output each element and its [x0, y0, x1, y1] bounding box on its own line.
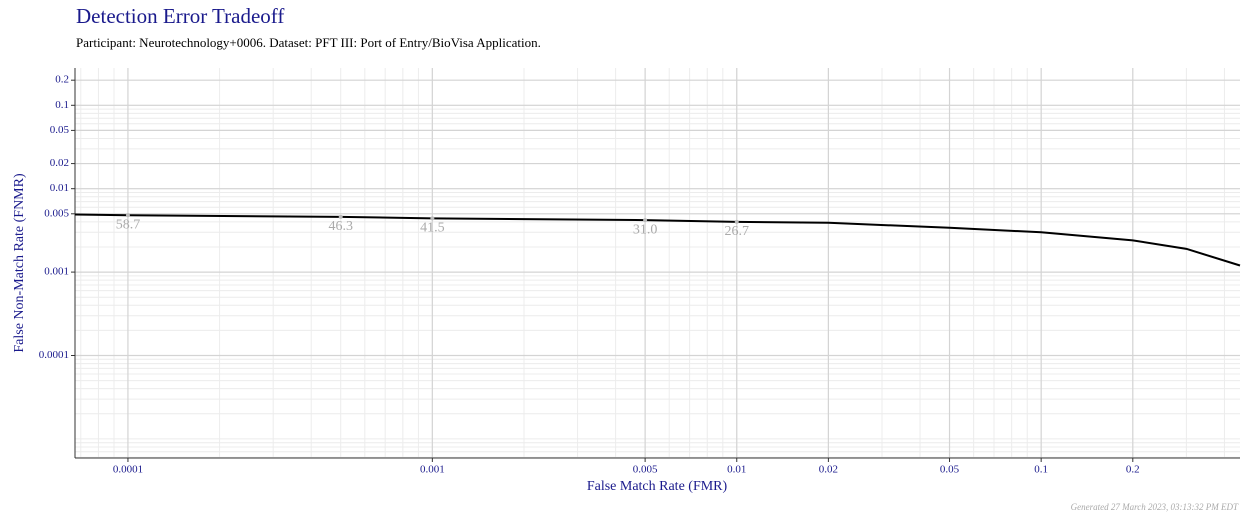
threshold-marker	[734, 219, 739, 224]
y-tick-label: 0.001	[44, 266, 69, 278]
threshold-marker	[338, 214, 343, 219]
det-curve	[74, 213, 1241, 267]
threshold-marker	[125, 213, 130, 218]
x-tick-label: 0.001	[420, 464, 445, 476]
x-tick-label: 0.0001	[113, 464, 143, 476]
y-tick-label: 0.1	[55, 99, 69, 111]
chart-title: Detection Error Tradeoff	[76, 4, 284, 28]
threshold-marker	[643, 218, 648, 223]
y-tick-label: 0.05	[50, 124, 70, 136]
threshold-label: 31.0	[633, 222, 658, 237]
x-tick-label: 0.01	[727, 464, 746, 476]
y-tick-label: 0.2	[55, 74, 69, 86]
x-tick-label: 0.05	[940, 464, 960, 476]
y-tick-label: 0.01	[50, 182, 69, 194]
threshold-label: 58.7	[116, 217, 141, 232]
footer: Generated 27 March 2023, 03:13:32 PM EDT	[1071, 502, 1239, 512]
y-axis-label: False Non-Match Rate (FNMR)	[12, 173, 27, 353]
y-tick-label: 0.0001	[39, 349, 69, 361]
threshold-label: 46.3	[328, 219, 353, 234]
x-tick-label: 0.005	[633, 464, 658, 476]
x-tick-label: 0.1	[1034, 464, 1048, 476]
chart-subtitle: Participant: Neurotechnology+0006. Datas…	[76, 35, 541, 50]
x-tick-label: 0.2	[1126, 464, 1140, 476]
x-axis-label: False Match Rate (FMR)	[587, 479, 728, 494]
y-tick-label: 0.005	[44, 207, 69, 219]
threshold-label: 41.5	[420, 221, 445, 236]
x-tick-label: 0.02	[819, 464, 838, 476]
threshold-marker	[430, 216, 435, 221]
threshold-label: 26.7	[725, 224, 750, 239]
y-tick-label: 0.02	[50, 157, 69, 169]
